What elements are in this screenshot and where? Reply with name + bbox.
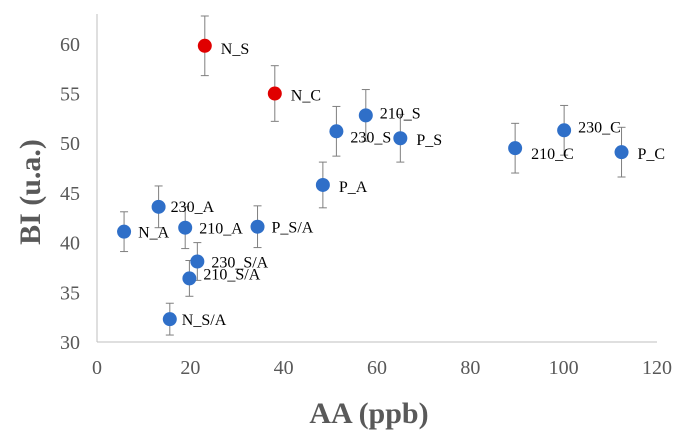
x-tick-label: 100 (549, 357, 579, 379)
point-label: 210_A (199, 221, 243, 238)
data-point (117, 224, 132, 239)
data-point (267, 86, 282, 101)
point-label: N_C (291, 88, 321, 105)
data-point (393, 131, 408, 146)
data-point (508, 141, 523, 156)
point-label: 210_S (380, 105, 421, 122)
point-label: 210_S/A (203, 266, 260, 283)
data-point (182, 271, 197, 286)
point-label: 230_C (578, 119, 621, 136)
point-label: 230_S/A (211, 254, 268, 271)
y-tick-label: 35 (60, 282, 80, 304)
data-point (358, 108, 373, 123)
point-label: N_S (221, 41, 249, 58)
point-label: N_S/A (182, 312, 227, 329)
x-tick-label: 40 (274, 357, 294, 379)
data-point (178, 220, 193, 235)
x-tick-labels: 0 20 40 60 80 100 120 (92, 357, 672, 379)
point-label: P_A (339, 179, 368, 196)
data-point (197, 38, 212, 53)
data-point (250, 219, 265, 234)
y-tick-label: 45 (60, 183, 80, 205)
error-bars (120, 15, 626, 336)
x-tick-label: 120 (642, 357, 672, 379)
data-point (329, 124, 344, 139)
point-label: P_S (416, 132, 442, 149)
data-point (162, 312, 177, 327)
data-point (151, 199, 166, 214)
point-label: 230_S (350, 129, 391, 146)
y-tick-labels: 30 35 40 45 50 55 60 (60, 34, 80, 354)
y-tick-label: 60 (60, 34, 80, 56)
x-tick-label: 20 (180, 357, 200, 379)
x-axis-title: AA (ppb) (309, 397, 428, 430)
y-axis-title: BI (u.a.) (14, 139, 47, 245)
x-tick-label: 80 (460, 357, 480, 379)
point-label: N_A (138, 225, 170, 242)
y-tick-label: 55 (60, 84, 80, 106)
data-point (614, 145, 629, 160)
x-tick-label: 0 (92, 357, 102, 379)
point-label: P_S/A (272, 220, 314, 237)
data-point (190, 254, 205, 269)
y-tick-label: 40 (60, 233, 80, 255)
data-point (315, 177, 330, 192)
point-label: 210_C (531, 146, 574, 163)
point-label: P_C (638, 146, 666, 163)
x-tick-label: 60 (367, 357, 387, 379)
y-tick-label: 50 (60, 133, 80, 155)
data-points (117, 38, 629, 327)
y-tick-label: 30 (60, 332, 80, 354)
point-label: 230_A (171, 199, 215, 216)
data-point (557, 123, 572, 138)
